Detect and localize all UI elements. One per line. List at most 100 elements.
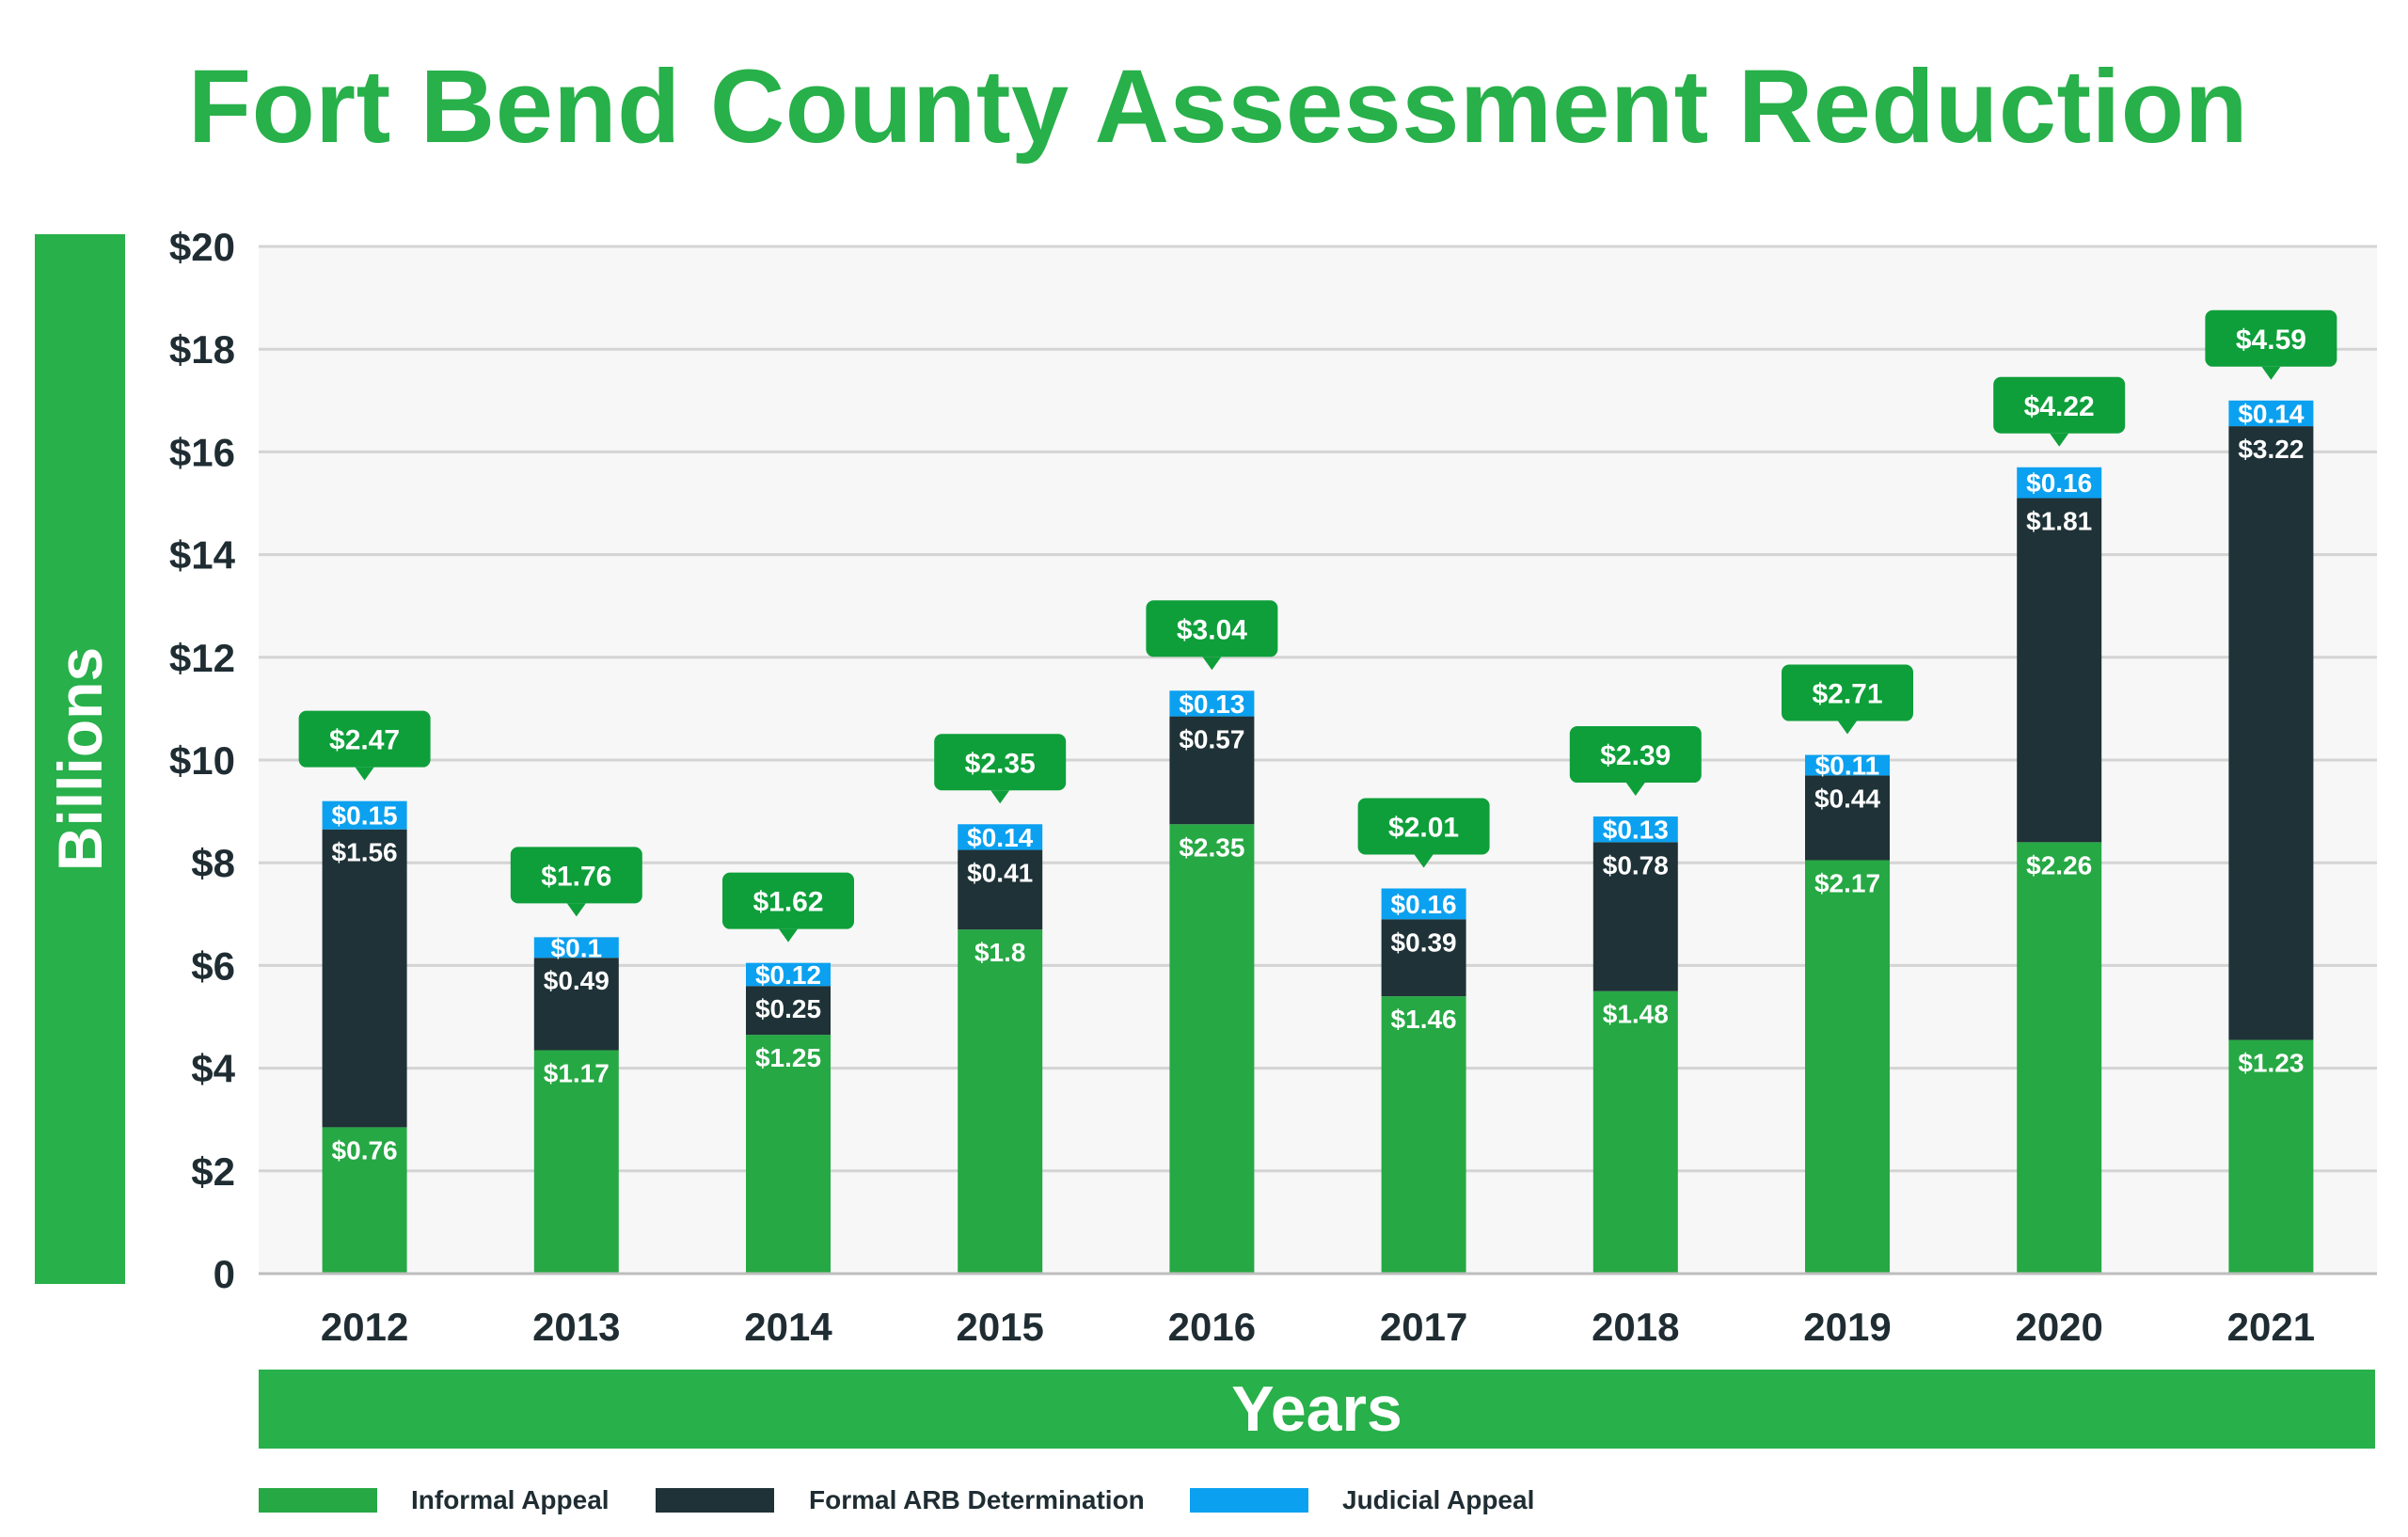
legend-swatch-informal-appeal	[259, 1488, 377, 1513]
total-label: $3.04	[1177, 614, 1247, 645]
total-callout	[722, 872, 854, 929]
total-label: $1.76	[541, 861, 611, 892]
x-tick-label: 2013	[532, 1305, 620, 1349]
data-label: $0.16	[2026, 468, 2092, 498]
data-label: $0.76	[332, 1135, 398, 1165]
data-label: $1.23	[2238, 1049, 2304, 1078]
data-label: $0.39	[1391, 927, 1457, 957]
bar-segment-informal	[1381, 996, 1466, 1274]
bar-segment-informal	[958, 929, 1043, 1274]
x-tick-label: 2016	[1168, 1305, 1256, 1349]
total-callout	[1569, 726, 1702, 784]
x-tick-label: 2018	[1592, 1305, 1679, 1349]
data-label: $1.56	[332, 838, 398, 867]
bar-segment-judicial	[2228, 400, 2314, 427]
total-callout-pointer	[2050, 433, 2069, 447]
total-callout-pointer	[1838, 721, 1857, 735]
bar-segment-informal	[1592, 990, 1678, 1274]
bar-segment-formal-arb	[958, 849, 1043, 930]
data-label: $1.8	[974, 938, 1026, 967]
total-callout	[1146, 600, 1278, 658]
y-tick-label: $10	[169, 738, 235, 783]
x-tick-label: 2019	[1803, 1305, 1891, 1349]
total-callout-pointer	[566, 903, 586, 917]
bar-segment-judicial	[1592, 816, 1678, 843]
bar-segment-formal-arb	[1169, 716, 1255, 825]
bar-segment-judicial	[1805, 754, 1890, 776]
data-label: $2.35	[1179, 832, 1244, 862]
y-tick-label: $4	[191, 1047, 235, 1091]
bar-segment-informal	[2017, 842, 2102, 1274]
data-label: $1.17	[544, 1058, 610, 1087]
bar-segment-informal	[1169, 824, 1255, 1274]
legend-swatch-judicial-appeal	[1190, 1488, 1308, 1513]
bar-segment-formal-arb	[1805, 775, 1890, 861]
x-tick-label: 2021	[2227, 1305, 2315, 1349]
total-callout	[2205, 309, 2337, 367]
legend-label-informal-appeal: Informal Appeal	[411, 1485, 610, 1514]
bar-segment-judicial	[746, 962, 831, 987]
total-label: $2.47	[329, 725, 400, 756]
total-callout-pointer	[779, 928, 798, 943]
bar-segment-judicial	[322, 800, 407, 830]
total-callout	[934, 734, 1067, 791]
total-callout-pointer	[1414, 854, 1434, 868]
x-tick-label: 2012	[321, 1305, 408, 1349]
total-label: $2.35	[965, 748, 1036, 779]
total-callout-pointer	[1202, 657, 1222, 671]
bar-segment-formal-arb	[322, 829, 407, 1128]
legend: Informal Appeal Formal ARB Determination…	[0, 1485, 2408, 1516]
data-label: $0.78	[1603, 850, 1669, 879]
total-label: $2.01	[1388, 813, 1459, 844]
total-callout	[510, 847, 642, 904]
total-callout-pointer	[2261, 366, 2281, 380]
total-callout	[1993, 376, 2126, 434]
x-tick-label: 2015	[956, 1305, 1043, 1349]
data-label: $0.49	[544, 966, 610, 995]
data-label: $1.46	[1391, 1005, 1457, 1034]
total-callout-pointer	[990, 790, 1010, 804]
bar-segment-formal-arb	[1592, 842, 1678, 991]
data-label: $0.25	[755, 994, 821, 1023]
data-label: $1.25	[755, 1043, 821, 1072]
bar-segment-informal	[746, 1035, 831, 1274]
legend-swatch-formal-arb	[656, 1488, 774, 1513]
data-label: $0.13	[1603, 816, 1669, 845]
bar-segment-judicial	[2017, 467, 2102, 499]
data-label: $3.22	[2238, 435, 2304, 464]
y-tick-label: $2	[191, 1149, 235, 1194]
y-tick-label: 0	[214, 1252, 235, 1296]
data-label: $0.44	[1814, 784, 1880, 813]
x-tick-label: 2020	[2015, 1305, 2102, 1349]
x-axis-label: Years	[1231, 1373, 1402, 1445]
bar-segment-judicial	[1169, 690, 1255, 717]
data-label: $0.1	[551, 933, 603, 962]
y-tick-label: $20	[169, 225, 235, 269]
data-label: $0.57	[1179, 725, 1244, 754]
y-tick-label: $18	[169, 327, 235, 372]
chart-title: Fort Bend County Assessment Reduction	[187, 49, 2249, 165]
total-label: $1.62	[752, 887, 823, 918]
total-label: $4.22	[2024, 391, 2095, 422]
data-label: $0.12	[755, 960, 821, 990]
bar-segment-informal	[2228, 1039, 2314, 1274]
y-tick-label: $12	[169, 636, 235, 680]
y-tick-label: $6	[191, 943, 235, 988]
y-axis-label-bar: Billions	[35, 234, 125, 1284]
bar-segment-formal-arb	[533, 958, 619, 1051]
legend-label-formal-arb: Formal ARB Determination	[809, 1485, 1145, 1514]
bar-segment-informal	[322, 1127, 407, 1274]
bar-segment-judicial	[533, 937, 619, 959]
x-axis-label-bar: Years	[259, 1370, 2375, 1449]
data-label: $0.13	[1179, 689, 1244, 719]
data-label: $0.15	[332, 801, 398, 831]
bar-segment-judicial	[1381, 888, 1466, 920]
data-label: $0.14	[967, 823, 1033, 852]
total-callout	[1357, 798, 1490, 855]
data-label: $2.26	[2026, 850, 2092, 879]
total-label: $2.39	[1600, 740, 1671, 771]
data-label: $0.11	[1815, 751, 1880, 780]
bar-segment-formal-arb	[746, 986, 831, 1036]
bar-segment-formal-arb	[2228, 426, 2314, 1040]
